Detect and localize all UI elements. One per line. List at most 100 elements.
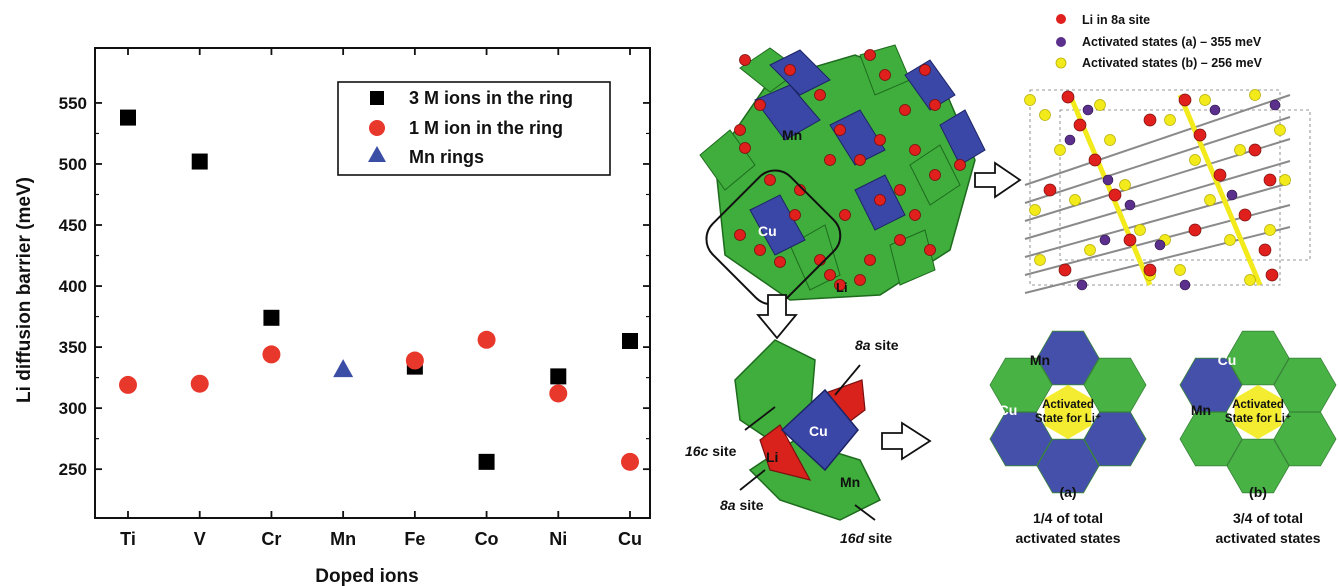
local-site-structure: 8a site 16c site 8a site 16d site Li Cu … — [685, 337, 899, 546]
activated-state-b-atom — [1224, 234, 1236, 246]
y-tick-label: 400 — [59, 277, 87, 296]
panel-b-tag: (b) — [1249, 484, 1267, 500]
label-li-small: Li — [766, 449, 778, 465]
point-mn-ring-Mn — [333, 359, 354, 378]
li-8a-atom — [1263, 173, 1277, 187]
li-atom — [874, 194, 886, 206]
data-points — [119, 109, 639, 471]
li-8a-atom — [1178, 93, 1192, 107]
activated-state-b-atom — [1234, 144, 1246, 156]
panel-a-caption-line1: 1/4 of total — [1033, 510, 1103, 526]
point-1m-V — [190, 374, 209, 393]
activated-state-b-atom — [1264, 224, 1276, 236]
li-atom — [894, 184, 906, 196]
li-atom — [754, 244, 766, 256]
activated-state-b-atom — [1199, 94, 1211, 106]
x-axis: Ti V Cr Mn Fe Co Ni Cu — [120, 48, 642, 549]
activated-state-b-atom — [1249, 89, 1261, 101]
lattice-bond — [1024, 116, 1291, 204]
li-atom — [839, 209, 851, 221]
li-8a-atom — [1238, 208, 1252, 222]
label-mn-small: Mn — [840, 474, 860, 490]
spinel-crystal-structure: Mn Cu Li — [699, 44, 986, 306]
hex-octahedron — [1083, 357, 1147, 413]
li-tetrahedron — [759, 424, 812, 481]
point-1m-Co — [477, 330, 496, 349]
activated-state-a-atom — [1269, 99, 1281, 111]
hex-octahedron — [1226, 438, 1290, 494]
activated-state-b-atom — [1054, 144, 1066, 156]
lattice-atoms — [1024, 89, 1291, 291]
panel-a-tag: (a) — [1059, 484, 1076, 500]
legend-li-8a-dot — [1056, 14, 1066, 24]
activated-state-b-atom — [1204, 194, 1216, 206]
x-tick-label: Cu — [618, 529, 642, 549]
arrow-8a-bottom — [739, 469, 766, 491]
li-atom — [919, 64, 931, 76]
li-8a-atom — [1073, 118, 1087, 132]
label-li: Li — [836, 280, 848, 295]
activated-state-b-atom — [1084, 244, 1096, 256]
octahedron — [699, 129, 756, 191]
legend-label-3m: 3 M ions in the ring — [409, 88, 573, 108]
activated-state-b-atom — [1134, 224, 1146, 236]
x-tick-label: Cr — [261, 529, 281, 549]
legend-activated-b-dot — [1055, 57, 1067, 69]
label-8a-site-top: 8a site — [855, 337, 899, 353]
li-atom — [899, 104, 911, 116]
x-tick-label: Co — [475, 529, 499, 549]
activated-state-a-atom — [1226, 189, 1238, 201]
panel-a-activated-line2: State for Li⁺ — [1035, 413, 1101, 425]
li-8a-atom — [1188, 223, 1202, 237]
activated-state-a-atom — [1209, 104, 1221, 116]
hex-octahedron — [1273, 411, 1337, 467]
li-atom — [794, 184, 806, 196]
legend-triangle-marker — [368, 146, 386, 162]
li-atom — [824, 154, 836, 166]
activated-state-a-atom — [1124, 199, 1136, 211]
activated-state-a-atom — [1154, 239, 1166, 251]
li-8a-atom — [1088, 153, 1102, 167]
li-atom — [864, 49, 876, 61]
hex-octahedron — [1226, 330, 1290, 386]
li-atom — [854, 274, 866, 286]
li-8a-atom — [1058, 263, 1072, 277]
point-1m-Ti — [119, 375, 137, 394]
li-atom — [909, 209, 921, 221]
activated-state-b-atom — [1279, 174, 1291, 186]
panel-a-activated-line1: Activated — [1042, 399, 1094, 411]
arrow-8a-top — [834, 364, 861, 396]
li-8a-atom — [1143, 263, 1157, 277]
panel-a-caption-line2: activated states — [1015, 530, 1120, 546]
li-8a-atom — [1061, 90, 1075, 104]
activated-state-b-atom — [1094, 99, 1106, 111]
right-arrow-top — [974, 161, 1022, 199]
li-8a-atom — [1193, 128, 1207, 142]
li-atom — [954, 159, 966, 171]
li-atom — [824, 269, 836, 281]
activated-state-a-atom — [1076, 279, 1088, 291]
y-tick-label: 300 — [59, 399, 87, 418]
li-atom — [739, 142, 751, 154]
lattice-bond — [1024, 138, 1291, 222]
panel-b-activated-line2: State for Li⁺ — [1225, 413, 1291, 425]
activated-state-a-atom — [1102, 174, 1114, 186]
arrow-16d — [854, 504, 876, 521]
point-3m-Cu — [622, 332, 638, 349]
point-3m-V — [191, 153, 208, 170]
li-atom — [929, 99, 941, 111]
li-8a-atom — [1258, 243, 1272, 257]
activated-state-b-atom — [1034, 254, 1046, 266]
panel-b-caption-line2: activated states — [1215, 530, 1320, 546]
panel-a — [989, 330, 1147, 494]
point-1m-Fe — [405, 351, 424, 370]
panel-a-mn-label: Mn — [1030, 352, 1050, 368]
diffusion-barrier-chart: 250 300 350 400 450 500 550 Ti V Cr Mn Fe Co Ni Cu Li… — [14, 47, 651, 586]
activated-states-lattice — [1024, 89, 1311, 294]
label-mn: Mn — [782, 127, 802, 143]
hex-octahedron — [1083, 411, 1147, 467]
lattice-bond — [1024, 94, 1291, 186]
li-atom — [834, 279, 846, 291]
li-atom — [734, 124, 746, 136]
mn-octahedron — [829, 109, 886, 166]
